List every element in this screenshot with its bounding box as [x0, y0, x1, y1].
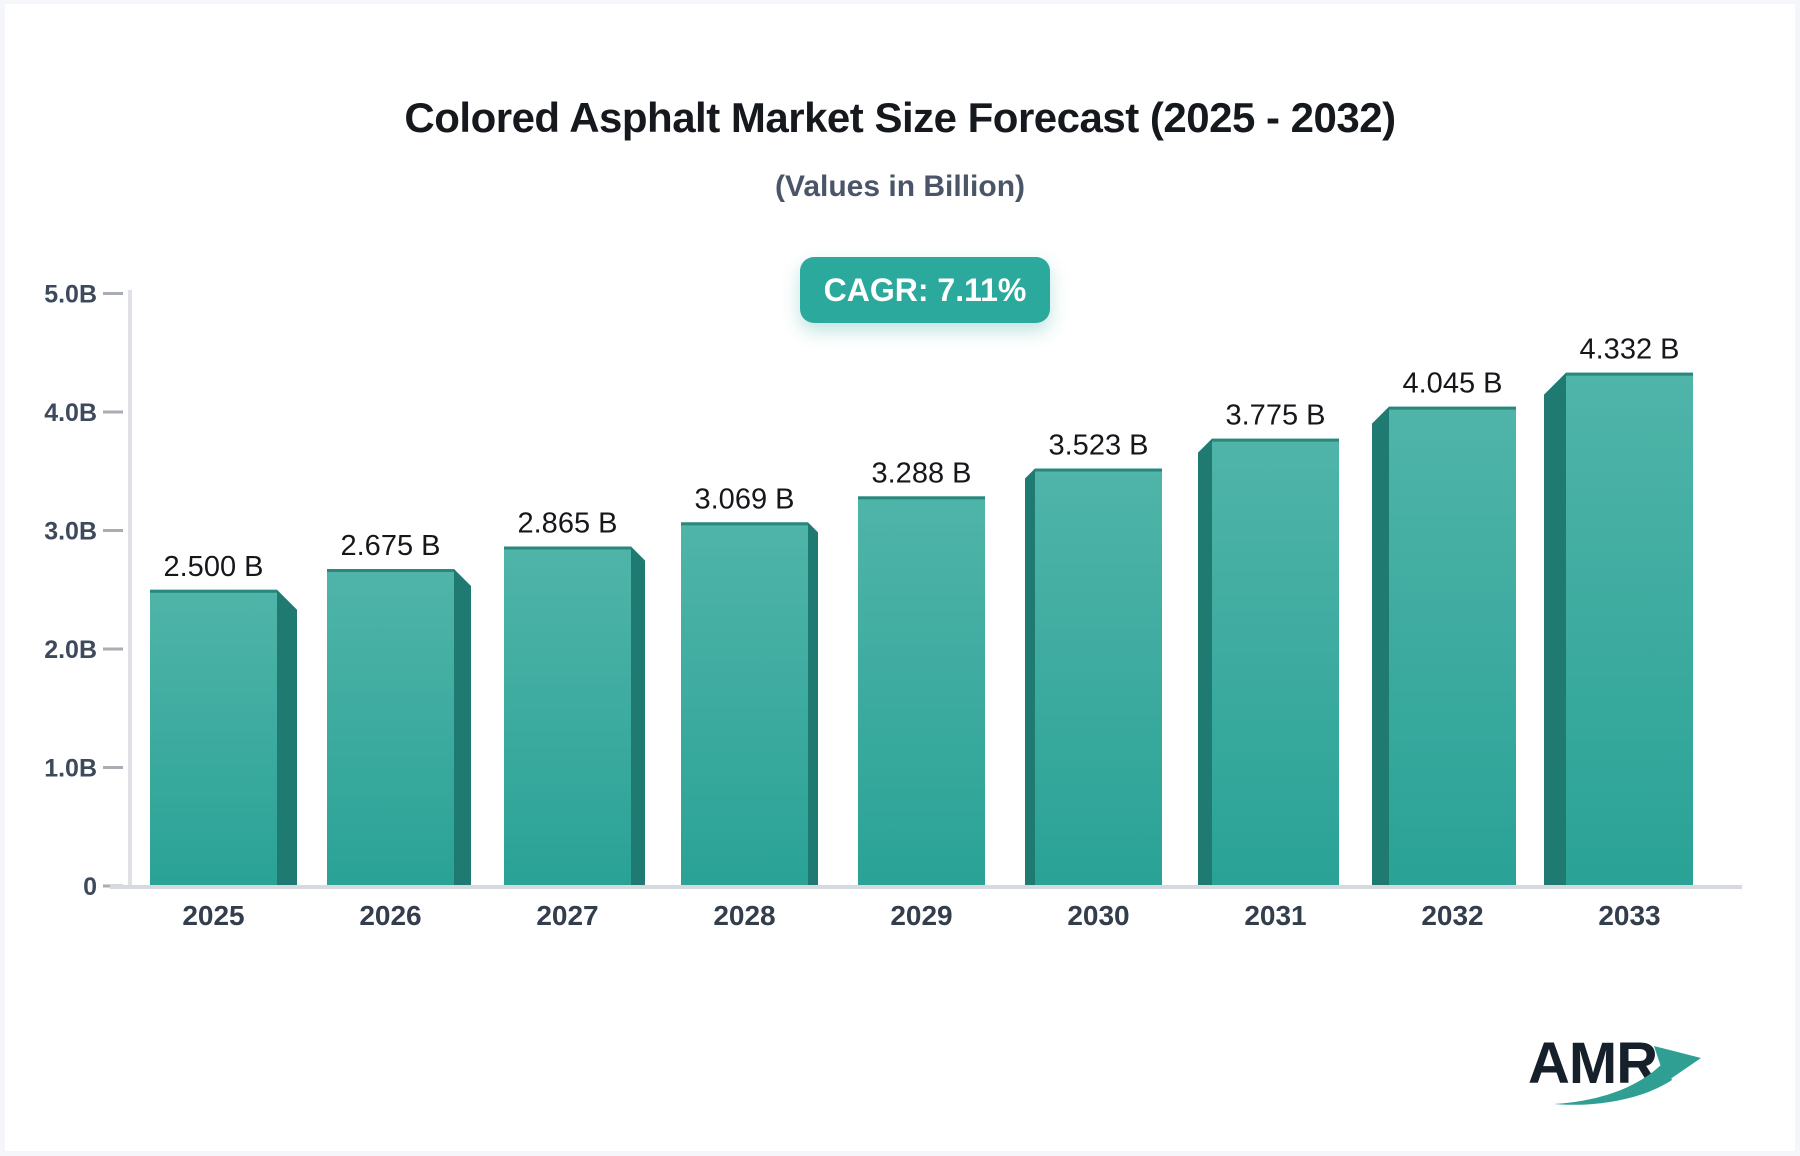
- bar-top-edge: [150, 589, 277, 593]
- y-axis-label: 5.0B: [44, 281, 97, 309]
- bar-group-2029: 3.288 B 2029: [858, 457, 985, 931]
- bar-value-label: 3.069 B: [695, 483, 795, 515]
- bar-side-face: [1025, 468, 1035, 885]
- bar-front-face: [150, 589, 277, 885]
- bar-front-face: [1566, 372, 1693, 886]
- x-axis-label: 2031: [1244, 900, 1306, 931]
- bar-group-2033: 4.332 B 2033: [1544, 334, 1693, 931]
- bar-front-face: [327, 569, 454, 885]
- bar-front-face: [858, 496, 985, 885]
- x-axis-label: 2030: [1067, 900, 1129, 931]
- bar-top-edge: [1389, 406, 1516, 410]
- x-axis-label: 2028: [713, 900, 775, 931]
- bar-front-face: [1389, 406, 1516, 885]
- x-axis-label: 2026: [359, 900, 421, 931]
- y-axis-label: 3.0B: [44, 518, 97, 546]
- bar-value-label: 3.288 B: [872, 457, 972, 489]
- bar-group-2025: 2.500 B 2025: [150, 551, 297, 931]
- x-axis-label: 2025: [182, 900, 244, 931]
- bar-group-2032: 4.045 B 2032: [1372, 368, 1516, 931]
- bar-value-label: 3.775 B: [1226, 400, 1326, 432]
- chart-title: Colored Asphalt Market Size Forecast (20…: [404, 94, 1396, 141]
- bar-value-label: 2.865 B: [518, 507, 618, 539]
- chart-subtitle: (Values in Billion): [774, 170, 1026, 203]
- cagr-badge: CAGR: 7.11%: [800, 257, 1050, 323]
- bar-top-edge: [1566, 372, 1693, 376]
- bar-side-face: [454, 569, 471, 885]
- cagr-badge-label: CAGR: 7.11%: [823, 271, 1027, 308]
- bar-side-face: [631, 546, 645, 885]
- bar-top-edge: [858, 496, 985, 500]
- x-axis-label: 2027: [536, 900, 598, 931]
- growth-arrow-icon: [1554, 1046, 1701, 1105]
- bar-side-face: [1198, 438, 1212, 885]
- y-axis-label: 0: [83, 873, 97, 901]
- y-axis-label: 4.0B: [44, 399, 97, 427]
- bar-top-edge: [681, 522, 808, 526]
- y-axis-label: 1.0B: [44, 755, 97, 783]
- amr-logo: AMR: [1528, 1030, 1728, 1114]
- bar-group-2027: 2.865 B 2027: [504, 507, 645, 931]
- y-axis-label: 2.0B: [44, 636, 97, 664]
- bar-value-label: 4.045 B: [1403, 368, 1503, 400]
- bar-group-2031: 3.775 B 2031: [1198, 400, 1339, 931]
- bar-side-face: [1372, 406, 1389, 885]
- bar-group-2028: 3.069 B 2028: [681, 483, 818, 931]
- bar-top-edge: [327, 569, 454, 573]
- bar-group-2026: 2.675 B 2026: [327, 530, 471, 931]
- bar-value-label: 3.523 B: [1049, 430, 1149, 462]
- bar-top-edge: [1035, 468, 1162, 472]
- x-axis-label: 2029: [890, 900, 952, 931]
- x-axis-label: 2032: [1421, 900, 1483, 931]
- bar-value-label: 2.675 B: [341, 530, 441, 562]
- bar-front-face: [1212, 438, 1339, 885]
- bar-top-edge: [1212, 438, 1339, 442]
- bar-value-label: 4.332 B: [1580, 334, 1680, 366]
- bar-side-face: [1544, 372, 1566, 886]
- x-axis-label: 2033: [1598, 900, 1660, 931]
- bar-front-face: [504, 546, 631, 885]
- bar-group-2030: 3.523 B 2030: [1025, 430, 1162, 931]
- bar-top-edge: [504, 546, 631, 550]
- bar-side-face: [808, 522, 818, 885]
- bar-value-label: 2.500 B: [164, 551, 264, 583]
- bar-front-face: [1035, 468, 1162, 885]
- bar-side-face: [277, 589, 297, 885]
- bar-front-face: [681, 522, 808, 885]
